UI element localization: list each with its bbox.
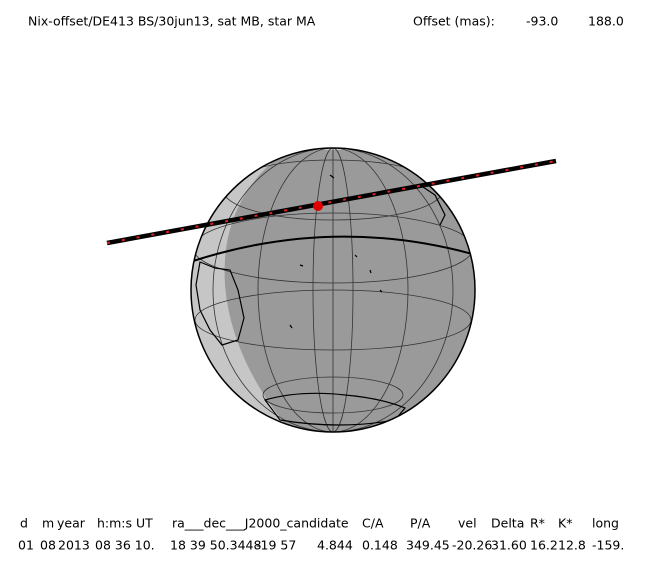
offset-x: -93.0 [526,14,558,29]
cell: 12.8 [558,538,586,553]
globe [190,147,476,433]
cell: 4.844 [317,538,353,553]
column-header: d [20,516,28,531]
column-header: m [42,516,54,531]
cell: -159. [592,538,624,553]
column-header: K* [558,516,572,531]
offset-y: 188.0 [588,14,624,29]
cell: 01 [18,538,34,553]
cell: 08 36 10. [95,538,155,553]
globe-shadow [224,150,475,432]
column-header: Delta [491,516,524,531]
coastlines [195,174,446,426]
column-header: ra___dec___J2000_candidate [172,516,349,531]
cell: 08 [40,538,56,553]
offset-label: Offset (mas): [413,14,495,29]
shadow-track [106,158,557,246]
cell: -19 57 [256,538,296,553]
cell: 0.148 [362,538,398,553]
column-header: year [57,516,86,531]
column-header: h:m:s UT [97,516,153,531]
data-table: d m year h:m:s UT ra___dec___J2000_candidate… [18,516,624,553]
column-header: P/A [410,516,431,531]
title: Nix-offset/DE413 BS/30jun13, sat MB, sta… [28,14,316,29]
column-header: C/A [362,516,384,531]
cell: 31.60 [491,538,527,553]
column-header: R* [530,516,545,531]
column-header: long [592,516,619,531]
closest-approach [313,201,323,211]
cell: 349.45 [406,538,450,553]
cell: -20.26 [452,538,492,553]
equator [191,235,475,263]
cell: 2013 [58,538,90,553]
cell: 16.2 [530,538,558,553]
column-header: vel [458,516,477,531]
cell: 18 39 50.3448 [170,538,261,553]
